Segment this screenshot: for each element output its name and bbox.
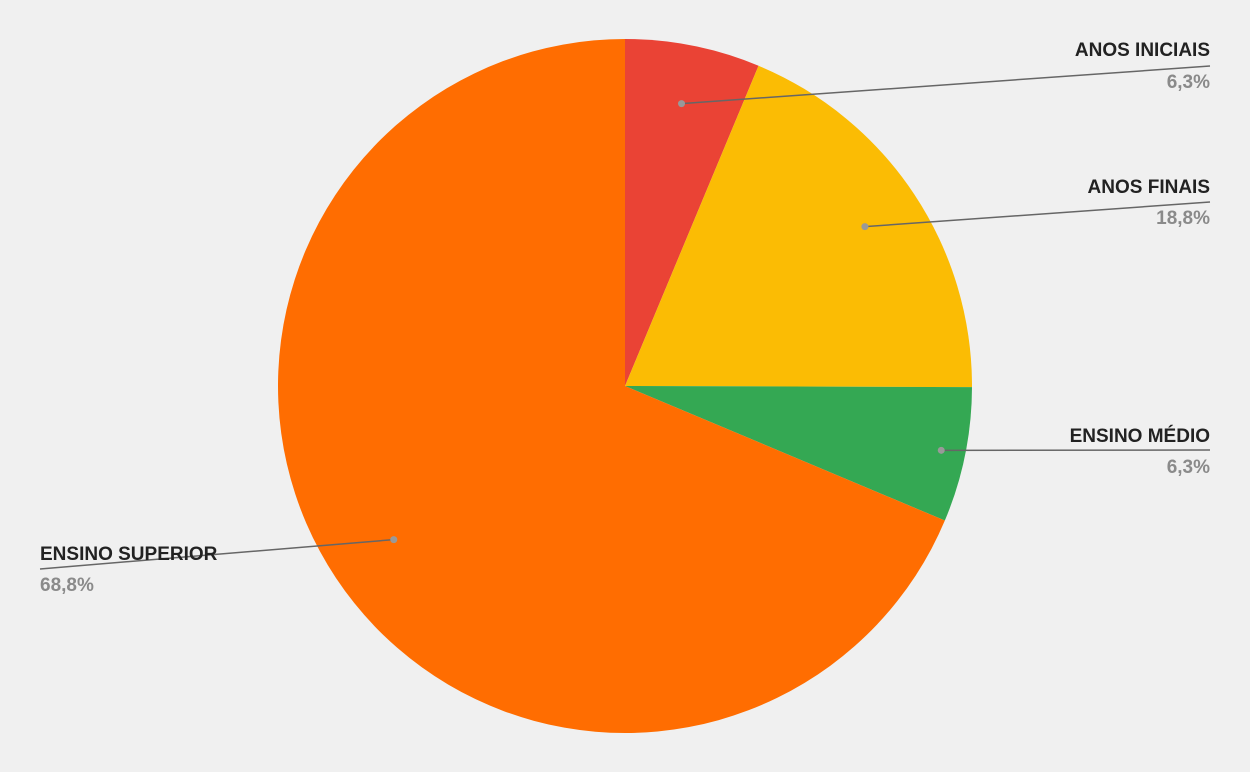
slice-value-anos-finais: 18,8% xyxy=(1156,208,1210,229)
slice-label-ensino-superior: ENSINO SUPERIOR xyxy=(40,544,218,565)
slice-label-anos-iniciais: ANOS INICIAIS xyxy=(1075,40,1210,61)
leader-dot-anos-finais xyxy=(861,223,869,231)
leader-dot-ensino-medio xyxy=(937,446,945,454)
slice-label-anos-finais: ANOS FINAIS xyxy=(1088,177,1210,198)
slice-value-anos-iniciais: 6,3% xyxy=(1167,72,1210,93)
slice-label-ensino-medio: ENSINO MÉDIO xyxy=(1070,425,1210,447)
pie-slice-ensino-superior xyxy=(278,39,945,733)
leader-line-anos-finais xyxy=(864,201,1211,228)
leader-dot-ensino-superior xyxy=(390,536,398,544)
pie-slice-anos-iniciais xyxy=(625,39,759,386)
leader-line-anos-iniciais xyxy=(681,65,1211,105)
pie-slice-anos-finais xyxy=(625,65,972,388)
leader-dot-anos-iniciais xyxy=(678,100,686,108)
slice-value-ensino-medio: 6,3% xyxy=(1167,457,1210,478)
pie-slices xyxy=(278,39,972,733)
pie-slice-ensino-medio xyxy=(625,386,972,521)
leader-line-ensino-superior xyxy=(39,538,394,570)
pie-callouts: ANOS INICIAIS 6,3% ANOS FINAIS 18,8% ENSINO … xyxy=(39,40,1211,596)
slice-value-ensino-superior: 68,8% xyxy=(40,575,94,596)
